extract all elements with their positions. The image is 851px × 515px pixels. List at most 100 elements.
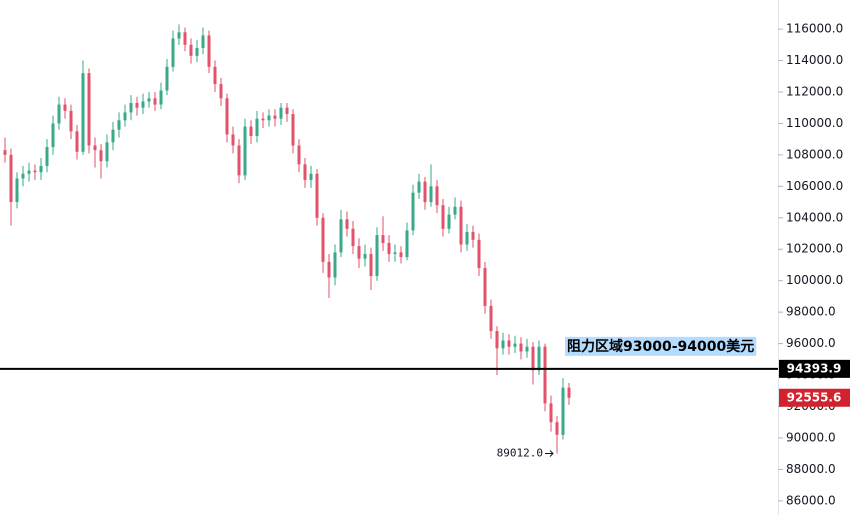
candle-body: [21, 173, 25, 179]
candle-body: [363, 253, 367, 259]
candle-body: [93, 145, 97, 151]
candle-body: [9, 154, 13, 203]
candle-body: [111, 129, 115, 143]
candle-body: [69, 110, 73, 132]
candle-body: [45, 147, 49, 166]
candle-body: [123, 112, 127, 121]
low-label: 89012.0: [497, 446, 543, 459]
candle-body: [405, 230, 409, 258]
candle-body: [81, 73, 85, 152]
candle-body: [243, 126, 247, 176]
y-tick-label: 116000.0: [786, 22, 843, 36]
candle-body: [453, 206, 457, 215]
candle-body: [33, 170, 37, 173]
candle-body: [399, 252, 403, 258]
candle-body: [555, 422, 559, 435]
candle-body: [339, 219, 343, 253]
y-tick-label: 96000.0: [786, 336, 836, 350]
candle-body: [345, 219, 349, 229]
candle-body: [171, 38, 175, 67]
last-price-box: [779, 388, 850, 407]
candle-body: [267, 115, 271, 121]
candle-body: [351, 228, 355, 247]
candle-body: [27, 170, 31, 174]
candle-body: [303, 164, 307, 181]
candle-body: [441, 205, 445, 229]
candle-body: [189, 44, 193, 56]
candle-body: [477, 239, 481, 269]
candle-body: [297, 145, 301, 165]
y-tick-label: 98000.0: [786, 305, 836, 319]
candle-body: [567, 387, 571, 398]
candle-body: [165, 66, 169, 91]
candle-body: [309, 173, 313, 181]
last-price-label: 92555.6: [787, 390, 842, 404]
y-tick-label: 90000.0: [786, 430, 836, 444]
candle-body: [417, 181, 421, 193]
candle-body: [129, 103, 133, 113]
candle-body: [435, 186, 439, 206]
candle-body: [495, 331, 499, 349]
candle-body: [513, 343, 517, 347]
candle-body: [423, 181, 427, 203]
candle-body: [231, 134, 235, 146]
price-line-label: 94393.9: [787, 361, 842, 375]
candle-body: [561, 387, 565, 435]
candle-body: [3, 150, 7, 155]
y-tick-label: 110000.0: [786, 116, 843, 130]
candle-body: [141, 101, 145, 108]
candle-body: [411, 192, 415, 231]
candle-body: [87, 73, 91, 146]
candle-body: [315, 173, 319, 218]
candle-body: [327, 261, 331, 278]
candle-body: [117, 120, 121, 130]
y-tick-label: 112000.0: [786, 84, 843, 98]
annotation-bg: [565, 336, 757, 356]
candle-body: [201, 35, 205, 48]
candle-body: [393, 252, 397, 254]
candle-body: [207, 35, 211, 67]
y-tick-label: 86000.0: [786, 493, 836, 507]
y-tick-label: 88000.0: [786, 462, 836, 476]
candle-body: [195, 47, 199, 56]
candle-body: [519, 343, 523, 352]
candle-body: [525, 346, 529, 352]
candle-body: [273, 115, 277, 119]
candle-body: [447, 214, 451, 229]
candle-body: [549, 403, 553, 423]
annotation: 阻力区域93000-94000美元: [567, 338, 754, 355]
candle-body: [465, 231, 469, 245]
candle-body: [225, 98, 229, 135]
candle-body: [147, 98, 151, 102]
candle-body: [321, 217, 325, 262]
candle-body: [105, 142, 109, 162]
candle-body: [531, 346, 535, 371]
candle-body: [333, 252, 337, 278]
candle-body: [501, 340, 505, 349]
candle-body: [489, 305, 493, 332]
candle-body: [51, 123, 55, 148]
candle-body: [381, 235, 385, 243]
y-tick-label: 106000.0: [786, 179, 843, 193]
candle-body: [471, 231, 475, 240]
candle-body: [219, 84, 223, 99]
candle-body: [75, 131, 79, 152]
candle-body: [357, 246, 361, 259]
candle-body: [387, 242, 391, 254]
y-tick-label: 104000.0: [786, 210, 843, 224]
candle-body: [537, 346, 541, 371]
candle-body: [291, 114, 295, 146]
candle-body: [255, 118, 259, 137]
candle-body: [507, 340, 511, 347]
candle-body: [63, 104, 67, 111]
candle-body: [285, 107, 289, 115]
candle-body: [369, 253, 373, 276]
low-arrow: [545, 450, 554, 457]
candle-body: [183, 32, 187, 45]
candle-body: [543, 346, 547, 404]
candle-body: [261, 118, 265, 121]
candle-body: [279, 107, 283, 119]
candle-body: [15, 178, 19, 203]
y-tick-label: 100000.0: [786, 273, 843, 287]
